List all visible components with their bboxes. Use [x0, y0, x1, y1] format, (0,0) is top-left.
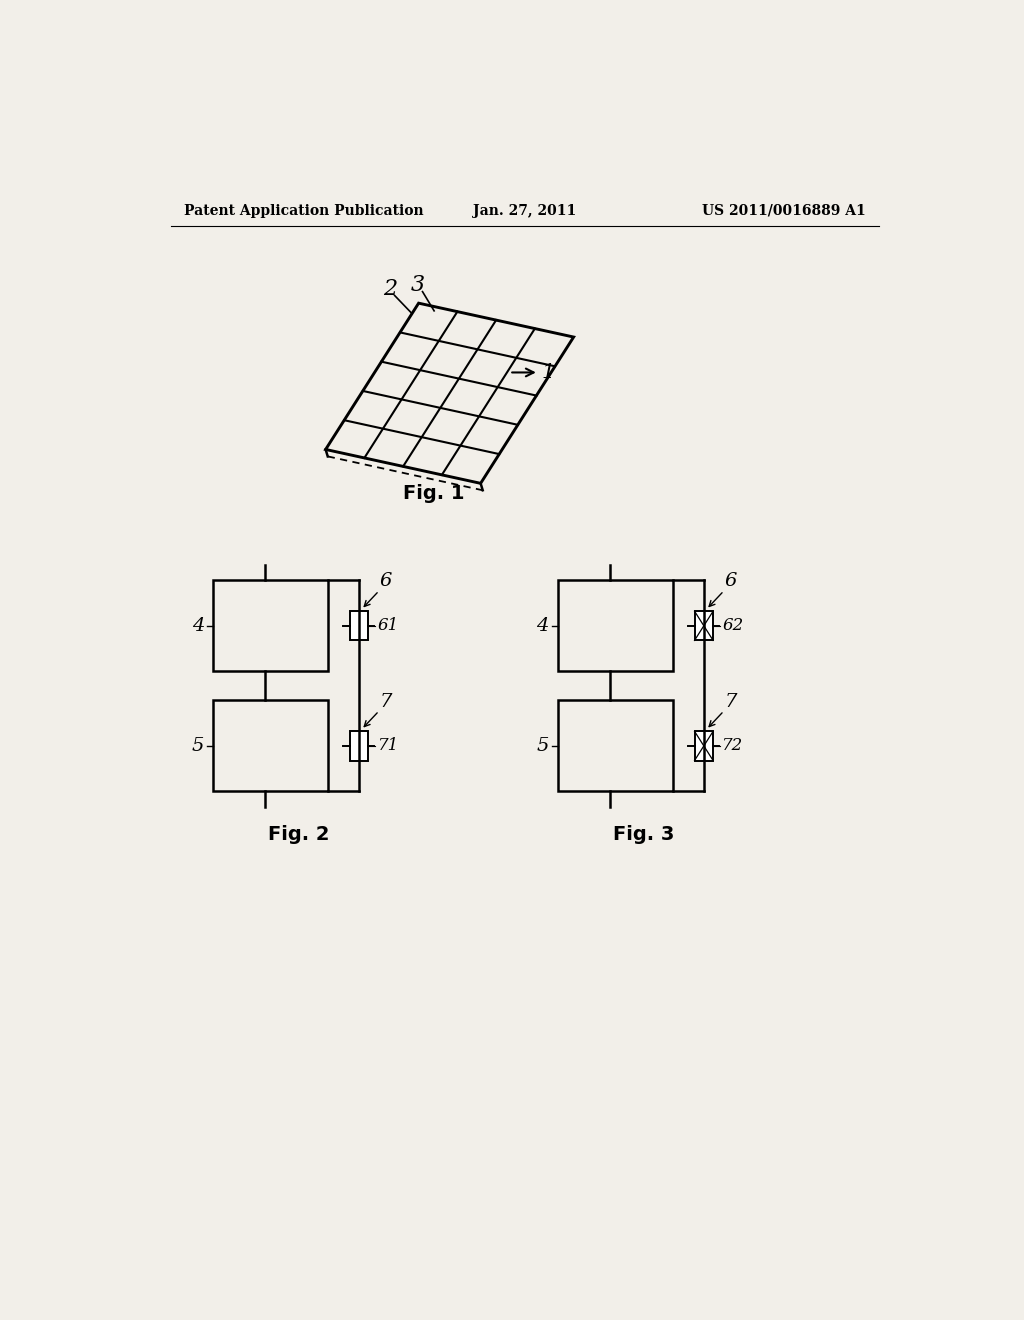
Bar [213, 581, 328, 671]
Text: Fig. 1: Fig. 1 [403, 484, 465, 503]
Bar [349, 731, 369, 760]
Text: 3: 3 [411, 273, 425, 296]
Text: Fig. 3: Fig. 3 [612, 825, 674, 843]
Text: 1: 1 [542, 363, 555, 381]
Bar [694, 611, 713, 640]
Text: 4: 4 [537, 616, 549, 635]
Text: 2: 2 [383, 279, 397, 301]
Bar [349, 611, 369, 640]
Text: 6: 6 [380, 573, 392, 590]
Text: 5: 5 [191, 737, 204, 755]
Text: US 2011/0016889 A1: US 2011/0016889 A1 [702, 203, 866, 218]
Text: 61: 61 [378, 618, 398, 635]
Text: 62: 62 [722, 618, 743, 635]
Text: 7: 7 [380, 693, 392, 710]
Text: 71: 71 [378, 738, 398, 755]
Text: 5: 5 [537, 737, 549, 755]
Bar [694, 731, 713, 760]
Text: 6: 6 [725, 573, 737, 590]
Bar [558, 581, 673, 671]
Text: Patent Application Publication: Patent Application Publication [183, 203, 424, 218]
Text: 72: 72 [722, 738, 743, 755]
Text: 4: 4 [191, 616, 204, 635]
Bar [213, 701, 328, 792]
Text: Jan. 27, 2011: Jan. 27, 2011 [473, 203, 577, 218]
Text: Fig. 2: Fig. 2 [267, 825, 330, 843]
Bar [558, 701, 673, 792]
Text: 7: 7 [725, 693, 737, 710]
